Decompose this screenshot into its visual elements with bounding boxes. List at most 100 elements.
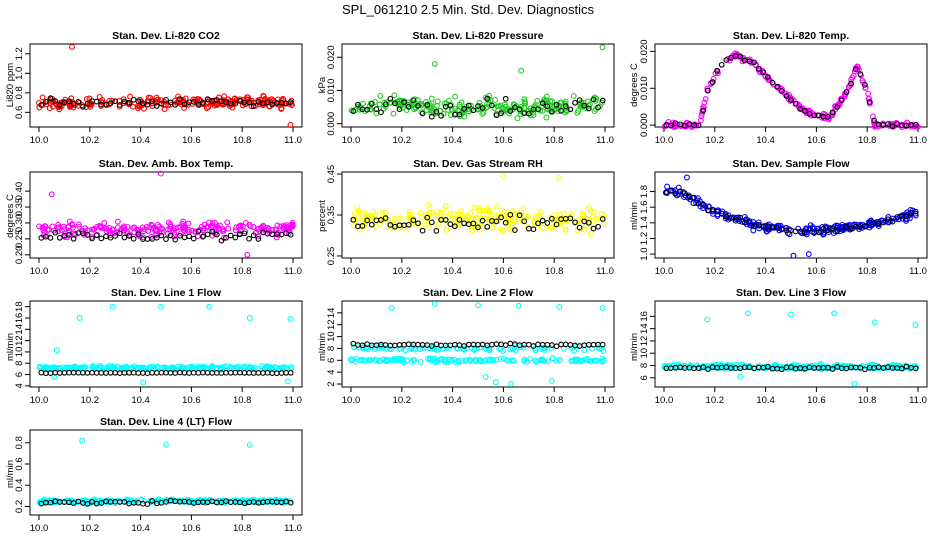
overlay-point (848, 80, 854, 87)
y-axis-label: degrees C (5, 194, 16, 238)
data-point (575, 107, 582, 114)
y-tick-label: 6 (639, 375, 650, 380)
x-tick-label: 10.8 (233, 135, 252, 146)
data-point (862, 85, 869, 92)
overlay-point (410, 217, 417, 224)
panel-line1-flow: Stan. Dev. Line 1 Flow ml/min 10.0 10.2 10… (5, 287, 303, 406)
overlay-point (89, 498, 95, 505)
data-point (234, 364, 241, 371)
x-tick-label: 10.8 (545, 135, 564, 146)
x-tick-label: 11.0 (596, 266, 614, 277)
outlier-point (871, 319, 878, 326)
data-point (577, 103, 584, 110)
overlay-point (507, 211, 514, 218)
overlay-point (567, 215, 574, 222)
overlay-point (479, 105, 486, 111)
overlay-point (718, 61, 725, 68)
data-point (129, 103, 136, 110)
overlay-point (181, 101, 188, 108)
overlay-point (66, 232, 72, 238)
y-tick-label: 8 (639, 363, 650, 368)
data-point (489, 224, 496, 231)
panel-pressure: Stan. Dev. Li-820 Pressure kPa 10.0 10.2 1… (317, 30, 615, 146)
panel-title: Stan. Dev. Li-820 Temp. (733, 30, 849, 42)
data-point (786, 91, 792, 98)
overlay-point (843, 89, 850, 95)
data-point (356, 209, 363, 215)
overlay-point (912, 208, 919, 215)
overlay-point (273, 370, 280, 377)
overlay-point (599, 341, 606, 348)
overlay-point (163, 96, 169, 103)
data-point (161, 106, 168, 112)
data-point (511, 218, 518, 225)
overlay-point (714, 208, 720, 215)
data-point (418, 109, 425, 116)
data-point (114, 218, 121, 225)
overlay-point (691, 194, 697, 201)
data-point (65, 224, 72, 231)
panel-title: Stan. Dev. Line 4 (LT) Flow (100, 416, 233, 428)
data-point (139, 224, 146, 231)
data-point (429, 345, 436, 352)
data-point (437, 209, 444, 216)
plot-frame (654, 171, 928, 259)
outlier-point (69, 43, 75, 50)
overlay-point (903, 213, 910, 220)
overlay-point (525, 341, 532, 348)
y-tick-label: 0.020 (639, 39, 650, 63)
overlay-point (368, 221, 375, 228)
overlay-point (857, 71, 864, 77)
data-point (765, 76, 772, 83)
overlay-point (585, 341, 592, 348)
overlay-point (765, 74, 771, 80)
data-point (501, 213, 508, 219)
outlier-point (683, 174, 690, 181)
panel-title: Stan. Dev. Line 1 Flow (111, 287, 222, 299)
overlay-point (502, 219, 509, 226)
data-point (466, 356, 473, 363)
data-point (561, 100, 568, 107)
data-point (408, 358, 415, 365)
data-point (278, 105, 285, 112)
outlier-point (246, 441, 253, 448)
overlay-point (269, 370, 276, 376)
data-point (438, 216, 445, 222)
overlay-point (599, 216, 606, 222)
data-point (229, 101, 235, 108)
data-point (532, 101, 539, 108)
outlier-point (556, 175, 563, 182)
data-point (379, 209, 386, 216)
overlay-point (144, 101, 151, 108)
overlay-point (186, 370, 192, 376)
x-tick-label: 10.2 (81, 395, 100, 406)
overlay-point (70, 500, 77, 506)
data-point (203, 105, 210, 111)
data-point (135, 105, 142, 112)
data-point (585, 357, 592, 364)
data-point (411, 106, 418, 113)
overlay-point (572, 99, 578, 106)
y-tick-label: 1.2 (639, 232, 650, 245)
x-tick-label: 10.6 (182, 135, 201, 146)
y-axis-label: ml/min (629, 333, 640, 361)
overlay-point (866, 99, 873, 105)
overlay-point (871, 117, 877, 124)
plot-frame (29, 429, 303, 516)
overlay-point (70, 235, 77, 242)
data-point (278, 97, 285, 104)
data-point (409, 218, 415, 225)
overlay-point (590, 225, 597, 232)
overlay-point (880, 219, 887, 226)
overlay-point (93, 232, 100, 239)
y-tick-label: 0.4 (14, 479, 25, 492)
data-point (547, 225, 554, 231)
data-point (189, 363, 196, 370)
data-point (435, 220, 442, 227)
overlay-point (364, 106, 371, 113)
y-tick-label: 0.2 (14, 500, 25, 513)
x-tick-label: 10.8 (233, 395, 252, 406)
outlier-point (431, 60, 438, 67)
overlay-point (544, 103, 551, 110)
overlay-point (442, 217, 449, 223)
